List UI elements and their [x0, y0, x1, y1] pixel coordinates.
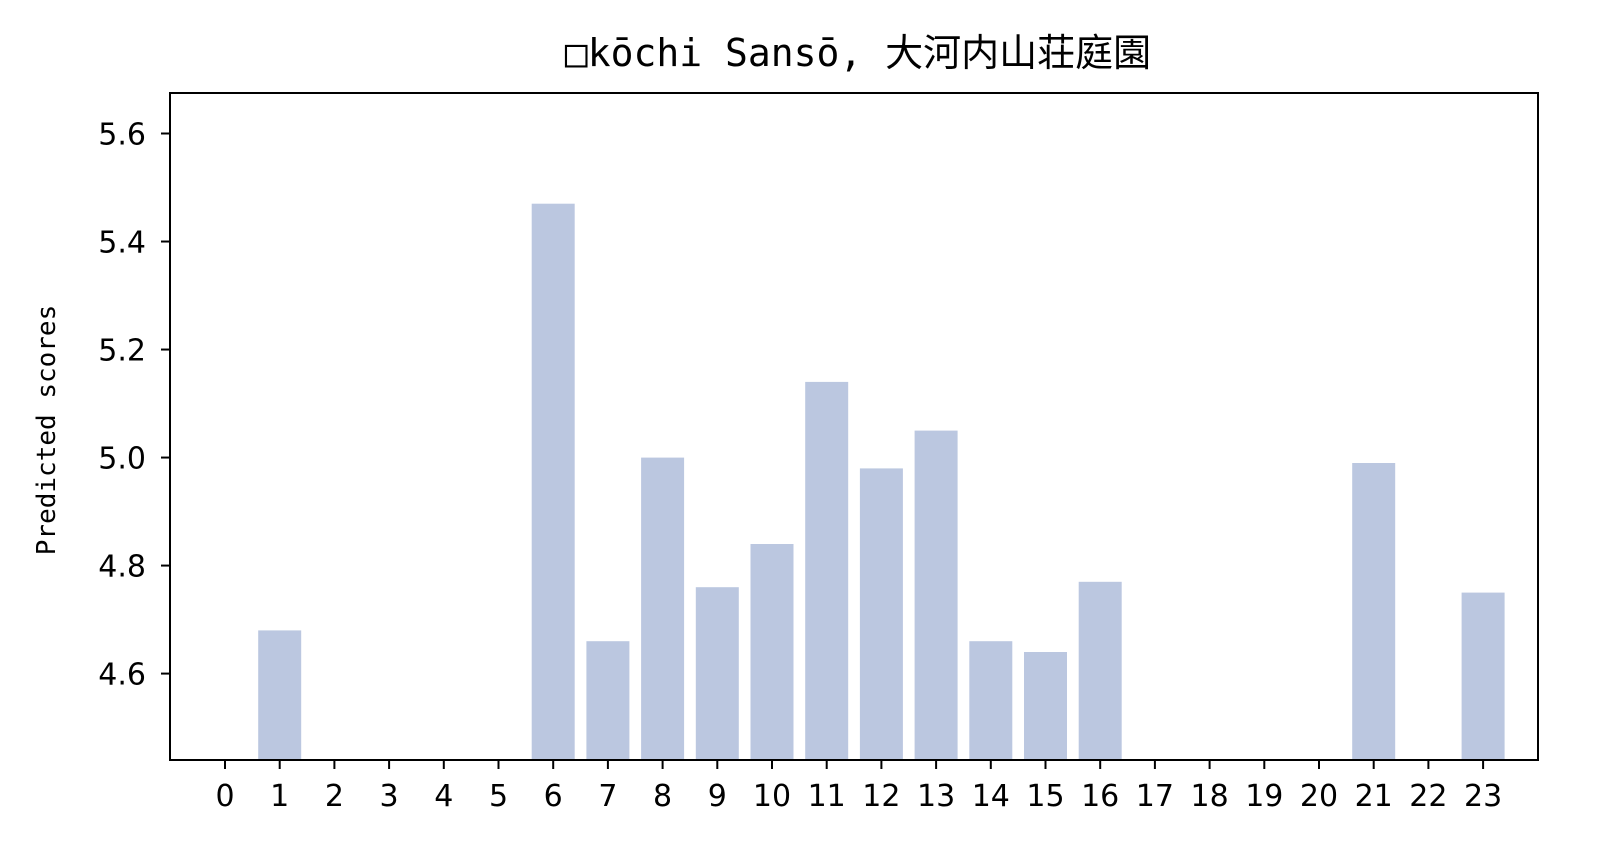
- x-tick-label: 2: [325, 779, 344, 814]
- y-tick-label: 5.0: [98, 442, 146, 477]
- bar-10: [750, 544, 794, 760]
- bar-6: [531, 203, 575, 760]
- x-tick-label: 3: [380, 779, 399, 814]
- y-axis: 4.6 4.8 5.0 5.2 5.4 5.6: [98, 118, 170, 693]
- x-tick-label: 22: [1409, 779, 1447, 814]
- bar-8: [641, 457, 685, 760]
- plot-frame: [169, 92, 1539, 761]
- x-tick-label: 11: [808, 779, 846, 814]
- bar-7: [586, 641, 630, 760]
- x-tick-label: 17: [1136, 779, 1174, 814]
- x-tick-label: 9: [708, 779, 727, 814]
- chart-title: □kōchi Sansō, 大河内山荘庭園: [565, 31, 1151, 75]
- y-tick-label: 5.6: [98, 118, 146, 153]
- y-tick-label: 5.2: [98, 334, 146, 369]
- x-tick-label: 12: [862, 779, 900, 814]
- x-tick-label: 18: [1191, 779, 1229, 814]
- bar-14: [969, 641, 1013, 760]
- x-tick-label: 19: [1245, 779, 1283, 814]
- x-tick-label: 7: [598, 779, 617, 814]
- y-tick-label: 5.4: [98, 226, 146, 261]
- x-tick-label: 14: [972, 779, 1010, 814]
- bar-15: [1024, 652, 1067, 760]
- bar-23: [1461, 592, 1505, 760]
- bar-12: [859, 468, 903, 760]
- x-tick-label: 4: [434, 779, 453, 814]
- y-tick-label: 4.8: [98, 550, 146, 585]
- x-tick-label: 8: [653, 779, 672, 814]
- bar-9: [695, 587, 739, 760]
- x-tick-label: 16: [1081, 779, 1119, 814]
- x-tick-label: 10: [753, 779, 791, 814]
- bar-21: [1352, 463, 1396, 760]
- y-tick-label: 4.6: [98, 658, 146, 693]
- x-tick-label: 20: [1300, 779, 1338, 814]
- x-axis: 0 1 2 3 4 5 6 7 8 9 10 11 12 13 14 15 16 17 18 19 20 21 22 23: [215, 760, 1502, 814]
- bar-16: [1078, 581, 1122, 760]
- bars-group: [258, 203, 1505, 760]
- bar-11: [805, 381, 849, 760]
- x-tick-label: 15: [1026, 779, 1064, 814]
- x-tick-label: 1: [270, 779, 289, 814]
- x-tick-label: 21: [1355, 779, 1393, 814]
- bar-13: [914, 430, 958, 760]
- y-axis-label: Predicted scores: [32, 305, 62, 555]
- x-tick-label: 23: [1464, 779, 1502, 814]
- x-tick-label: 5: [489, 779, 508, 814]
- x-tick-label: 6: [544, 779, 563, 814]
- x-tick-label: 13: [917, 779, 955, 814]
- x-tick-label: 0: [215, 779, 234, 814]
- bar-1: [258, 630, 302, 760]
